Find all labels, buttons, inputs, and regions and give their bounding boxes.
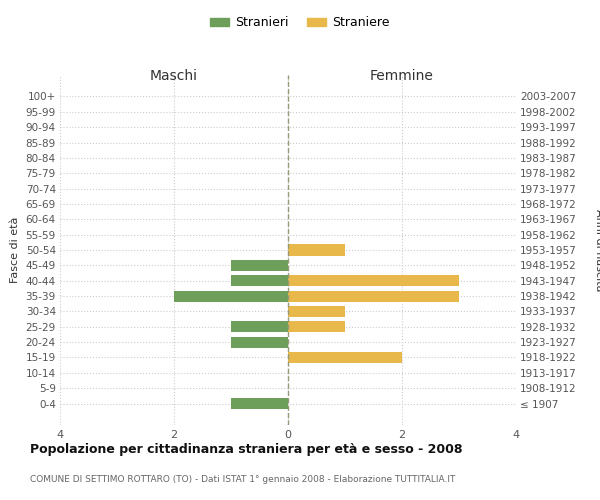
Bar [231, 322, 288, 332]
Bar [231, 336, 288, 347]
Bar [288, 322, 345, 332]
Bar [288, 306, 345, 317]
Bar [288, 244, 345, 256]
Text: Popolazione per cittadinanza straniera per età e sesso - 2008: Popolazione per cittadinanza straniera p… [30, 442, 463, 456]
Bar [288, 352, 402, 363]
Text: COMUNE DI SETTIMO ROTTARO (TO) - Dati ISTAT 1° gennaio 2008 - Elaborazione TUTTI: COMUNE DI SETTIMO ROTTARO (TO) - Dati IS… [30, 476, 455, 484]
Bar [174, 290, 288, 302]
Bar [231, 260, 288, 271]
Legend: Stranieri, Straniere: Stranieri, Straniere [205, 11, 395, 34]
Y-axis label: Anni di nascita: Anni di nascita [593, 208, 600, 291]
Bar [231, 275, 288, 286]
Bar [231, 398, 288, 409]
Text: Maschi: Maschi [150, 68, 198, 82]
Bar [288, 275, 459, 286]
Bar [288, 290, 459, 302]
Y-axis label: Fasce di età: Fasce di età [10, 217, 20, 283]
Text: Femmine: Femmine [370, 68, 434, 82]
